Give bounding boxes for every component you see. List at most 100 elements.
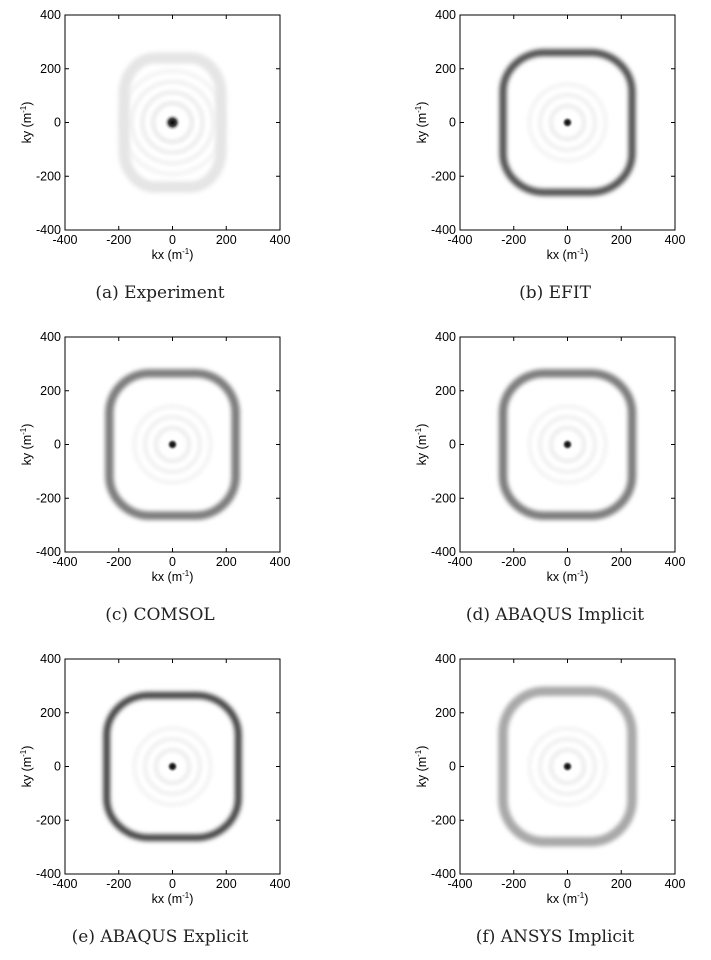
x-tick-label: -200 (501, 555, 526, 569)
x-tick-label: 0 (564, 555, 571, 569)
y-tick-label: 0 (449, 116, 456, 130)
caption-b: (b) EFIT (519, 283, 591, 303)
dispersion-ring (118, 52, 227, 193)
concentric-ring (528, 405, 607, 484)
x-axis-label: kx (m-1) (547, 569, 589, 584)
x-axis-label: kx (m-1) (547, 247, 589, 262)
caption-e: (e) ABAQUS Explicit (71, 927, 249, 947)
y-tick-label: 200 (435, 62, 456, 76)
y-tick-label: -400 (431, 545, 456, 559)
y-tick-label: 200 (40, 384, 61, 398)
concentric-ring (154, 426, 191, 463)
y-tick-label: -200 (431, 813, 456, 827)
y-tick-label: 400 (435, 330, 456, 344)
dispersion-ring (498, 369, 637, 520)
dispersion-ring (499, 49, 636, 196)
concentric-ring (538, 93, 597, 152)
dispersion-ring (105, 369, 240, 520)
y-tick-label: 0 (449, 438, 456, 452)
concentric-ring (133, 727, 212, 806)
x-tick-label: -400 (52, 877, 77, 891)
y-tick-label: 400 (435, 8, 456, 22)
x-tick-label: 200 (216, 877, 237, 891)
caption-d: (d) ABAQUS Implicit (465, 605, 645, 625)
x-tick-label: 200 (216, 233, 237, 247)
x-tick-label: -200 (106, 233, 131, 247)
x-axis-label: kx (m-1) (152, 891, 194, 906)
y-tick-label: -400 (36, 867, 61, 881)
x-axis-label: kx (m-1) (547, 891, 589, 906)
x-tick-label: 0 (169, 877, 176, 891)
y-tick-label: 0 (54, 438, 61, 452)
y-tick-label: -200 (36, 169, 61, 183)
heatmap-plot-d: -400 -200 0 200 400 -400 -200 0 200 400 kx (m-1) ky… (414, 330, 686, 584)
y-tick-label: 200 (435, 706, 456, 720)
panel-a: -400 -200 0 200 400 -400 -200 0 200 400 kx (m-1) ky… (10, 5, 310, 315)
x-tick-label: 200 (611, 877, 632, 891)
x-tick-label: -200 (501, 877, 526, 891)
x-tick-label: 400 (270, 877, 291, 891)
y-tick-label: -200 (431, 169, 456, 183)
heatmap-plot-b: -400 -200 0 200 400 -400 -200 0 200 400 kx (m-1) ky… (414, 8, 686, 262)
y-tick-label: 200 (40, 706, 61, 720)
concentric-ring (143, 737, 202, 796)
y-axis-label: ky (m-1) (414, 746, 429, 788)
y-axis-label: ky (m-1) (19, 102, 34, 144)
y-tick-label: 0 (54, 760, 61, 774)
center-peak (561, 438, 574, 451)
y-tick-label: 200 (435, 384, 456, 398)
center-peak (561, 116, 574, 129)
x-tick-label: 400 (270, 555, 291, 569)
concentric-ring (143, 415, 202, 474)
x-tick-label: 400 (665, 877, 686, 891)
y-tick-label: -400 (36, 545, 61, 559)
dispersion-ring (103, 691, 242, 842)
heatmap-plot-a: -400 -200 0 200 400 -400 -200 0 200 400 kx (m-1) ky… (19, 8, 290, 262)
concentric-ring (141, 91, 204, 154)
y-tick-label: -400 (36, 223, 61, 237)
x-tick-label: 200 (216, 555, 237, 569)
x-tick-label: -400 (447, 233, 472, 247)
x-tick-label: -400 (447, 877, 472, 891)
y-axis-label: ky (m-1) (414, 424, 429, 466)
y-tick-label: -200 (36, 491, 61, 505)
dispersion-ring (498, 686, 637, 847)
x-tick-label: 200 (611, 555, 632, 569)
panel-b: -400 -200 0 200 400 -400 -200 0 200 400 kx (m-1) ky… (405, 5, 705, 315)
x-tick-label: 0 (564, 233, 571, 247)
y-tick-label: 400 (435, 652, 456, 666)
concentric-ring (549, 426, 586, 463)
heatmap-plot-e: -400 -200 0 200 400 -400 -200 0 200 400 kx (m-1) ky… (19, 652, 291, 906)
center-peak (561, 760, 574, 773)
x-tick-label: 0 (564, 877, 571, 891)
panel-d: -400 -200 0 200 400 -400 -200 0 200 400 kx (m-1) ky… (405, 327, 705, 637)
x-tick-label: -200 (501, 233, 526, 247)
x-axis-label: kx (m-1) (152, 247, 194, 262)
x-tick-label: 0 (169, 555, 176, 569)
x-tick-label: 400 (665, 555, 686, 569)
y-tick-label: -200 (431, 491, 456, 505)
panel-e: -400 -200 0 200 400 -400 -200 0 200 400 kx (m-1) ky… (10, 649, 310, 959)
caption-c: (c) COMSOL (105, 605, 215, 625)
caption-a: (a) Experiment (95, 283, 225, 303)
caption-f: (f) ANSYS Implicit (475, 927, 635, 947)
heatmap-plot-c: -400 -200 0 200 400 -400 -200 0 200 400 kx (m-1) ky… (19, 330, 291, 584)
y-axis-label: ky (m-1) (19, 746, 34, 788)
x-tick-label: 400 (665, 233, 686, 247)
concentric-ring (528, 727, 607, 806)
y-tick-label: 400 (40, 330, 61, 344)
y-tick-label: -200 (36, 813, 61, 827)
y-axis-label: ky (m-1) (414, 102, 429, 144)
x-tick-label: -400 (52, 233, 77, 247)
concentric-ring (549, 104, 586, 141)
concentric-ring (151, 101, 194, 144)
y-tick-label: 400 (40, 652, 61, 666)
concentric-ring (528, 83, 607, 162)
heatmap-plot-f: -400 -200 0 200 400 -400 -200 0 200 400 kx (m-1) ky… (414, 652, 686, 906)
y-tick-label: -400 (431, 223, 456, 237)
x-tick-label: -400 (447, 555, 472, 569)
concentric-ring (130, 80, 215, 165)
concentric-ring (549, 748, 586, 785)
x-tick-label: -400 (52, 555, 77, 569)
y-tick-label: 0 (449, 760, 456, 774)
